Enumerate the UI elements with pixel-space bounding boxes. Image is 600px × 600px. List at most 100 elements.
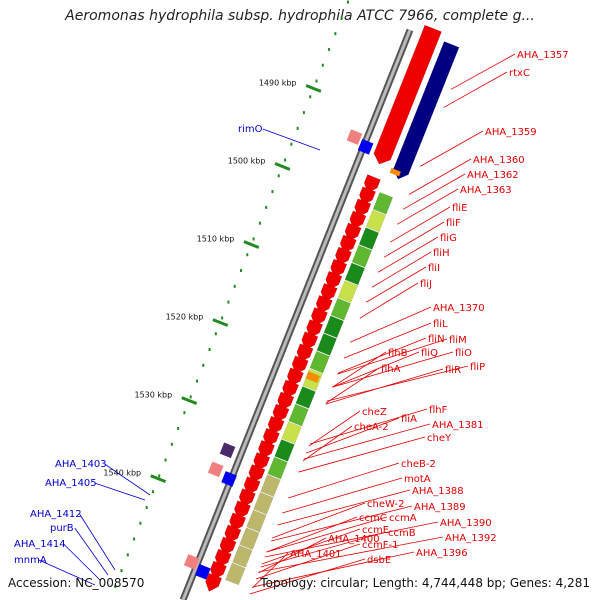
ring-dot: [265, 205, 268, 209]
ring-dot: [271, 190, 274, 194]
leader-line: [258, 537, 327, 574]
kbp-label: 1510 kbp: [197, 234, 235, 243]
feature-tracks: [183, 24, 460, 592]
gene-label: cheZ: [362, 407, 387, 418]
leader-line: [332, 351, 387, 388]
leader-line: [288, 462, 400, 499]
marker-orange: [305, 371, 320, 383]
gene-label: cheB-2: [401, 459, 436, 470]
leader-line-left: [104, 463, 151, 496]
gene-label: AHA_1370: [433, 303, 485, 314]
gene-label: fliI: [428, 263, 440, 274]
gene-label-left: mnmA: [14, 555, 47, 566]
gene-label: fliA: [401, 414, 417, 425]
gene-label: fliG: [440, 233, 457, 244]
ring-dot: [233, 284, 236, 288]
cds-forward-small: [234, 500, 251, 520]
ring-dot: [258, 221, 261, 225]
leader-line: [420, 130, 484, 167]
leader-line: [298, 436, 426, 473]
gene-label: flhA: [381, 364, 401, 375]
ring-dot: [252, 237, 255, 241]
ring-dot: [170, 442, 173, 446]
ring-dot: [290, 142, 293, 146]
cds-forward-small: [253, 451, 271, 472]
backbone: [181, 29, 412, 600]
kbp-tick: [305, 84, 322, 93]
leader-line: [302, 425, 353, 462]
label-leaders: [38, 53, 516, 595]
ring-dot: [208, 348, 211, 352]
cds-forward-small: [248, 464, 266, 484]
gc-block: [365, 209, 387, 233]
accession-text: Accession: NC_008570: [8, 576, 145, 590]
gene-label-left: rimO: [238, 124, 263, 135]
leader-line: [272, 502, 366, 539]
topology-text: Topology: circular; Length: 4,744,448 bp…: [260, 576, 590, 590]
ring-dot: [302, 111, 305, 115]
cds-forward-small: [363, 174, 381, 194]
ring-dot: [346, 0, 349, 4]
gene-label: AHA_1396: [416, 548, 468, 559]
gene-label: dsbE: [367, 555, 391, 566]
leader-line: [450, 53, 516, 90]
kbp-tick: [274, 162, 291, 171]
gene-label: flhF: [429, 405, 448, 416]
gc-block: [288, 403, 309, 427]
gene-label: AHA_1389: [414, 502, 466, 513]
gene-label: AHA_1388: [412, 486, 464, 497]
leader-line: [365, 266, 427, 303]
leader-line: [261, 528, 361, 565]
gene-label: AHA_1357: [517, 50, 569, 61]
ring-dot: [321, 63, 324, 67]
gene-label-left: AHA_1414: [14, 539, 66, 550]
ring-dot: [240, 269, 243, 273]
gene-label: fliO: [455, 348, 472, 359]
leader-line-left: [63, 543, 101, 581]
leader-line: [266, 516, 388, 553]
kbp-label: 1530 kbp: [135, 390, 173, 399]
ring-dot: [334, 32, 337, 36]
gene-label: ccmC: [359, 513, 387, 524]
gene-label: AHA_1390: [440, 518, 492, 529]
cds-forward-small: [306, 319, 324, 339]
ring-dot: [151, 490, 154, 494]
gene-label: AHA_1363: [460, 185, 512, 196]
leader-line: [332, 351, 454, 388]
gene-label-left: AHA_1403: [55, 459, 107, 470]
gene-labels: AHA_1357 rtxC AHA_1359 AHA_1360 AHA_1362 AHA_…: [14, 50, 569, 566]
ring-dot: [296, 126, 299, 130]
cds-forward-small: [325, 270, 343, 290]
leader-line: [408, 158, 472, 195]
gene-label: fliP: [470, 362, 485, 373]
leader-line: [305, 417, 400, 454]
leader-line-left: [94, 482, 146, 501]
kbp-label: 1490 kbp: [259, 78, 297, 87]
ring-dot: [202, 363, 205, 367]
gene-label: ccmF-1: [362, 540, 398, 551]
cds-forward: [373, 24, 442, 165]
cds-reverse-small: [357, 139, 374, 155]
ring-dot: [284, 158, 287, 162]
gc-block: [253, 492, 274, 515]
leader-line: [252, 551, 415, 588]
gene-label: cheA-2: [354, 422, 389, 433]
gc-block: [316, 333, 337, 356]
leader-line: [377, 236, 439, 273]
cds-forward-small: [282, 379, 300, 399]
cds-forward-small: [320, 282, 338, 302]
ring-dot: [214, 332, 217, 336]
gene-label: ccmA: [389, 513, 417, 524]
kbp-tick: [243, 240, 260, 249]
gene-label: fliH: [433, 248, 450, 259]
gene-label: flhB: [388, 348, 408, 359]
cds-forward-small: [209, 560, 227, 580]
gene-label: fliM: [449, 335, 467, 346]
leader-line: [343, 322, 432, 359]
leader-line: [325, 367, 380, 404]
gc-block: [225, 562, 246, 586]
kbp-ticks: 1490 kbp 1500 kbp 1510 kbp 1520 kbp 1530 kbp…: [103, 0, 417, 484]
gene-label: ccmE: [362, 525, 389, 536]
gc-block: [358, 227, 380, 250]
